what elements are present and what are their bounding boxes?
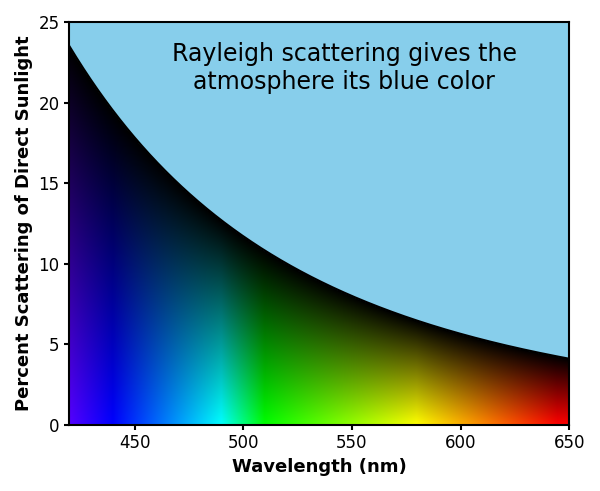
Text: Rayleigh scattering gives the
atmosphere its blue color: Rayleigh scattering gives the atmosphere… [172, 42, 517, 94]
X-axis label: Wavelength (nm): Wavelength (nm) [232, 458, 407, 476]
Y-axis label: Percent Scattering of Direct Sunlight: Percent Scattering of Direct Sunlight [15, 35, 33, 411]
